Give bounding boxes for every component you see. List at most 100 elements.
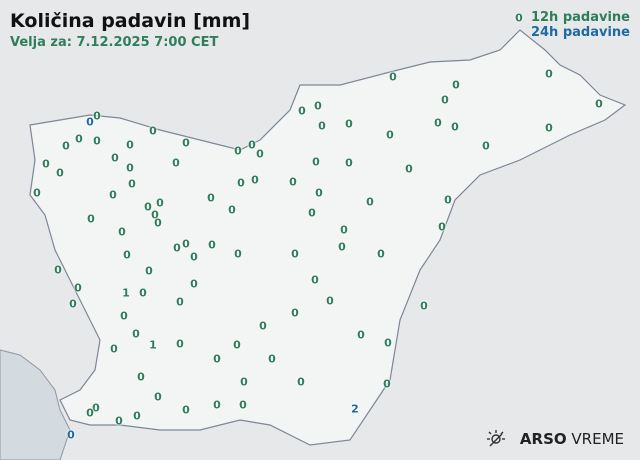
station-value-24h: 2 (351, 402, 359, 416)
station-value-12h: 0 (233, 338, 241, 352)
station-value-12h: 0 (86, 406, 94, 420)
station-value-12h: 0 (482, 139, 490, 153)
map-title: Količina padavin [mm] (10, 10, 251, 32)
station-value-12h: 0 (145, 264, 153, 278)
legend: 12h padavine 24h padavine (531, 10, 630, 40)
station-value-12h: 0 (109, 188, 117, 202)
station-value-12h: 0 (248, 138, 256, 152)
station-value-12h: 0 (318, 119, 326, 133)
station-value-12h: 0 (384, 336, 392, 350)
station-value-12h: 0 (420, 299, 428, 313)
arso-logo: ARSO VREME (486, 430, 624, 448)
station-value-12h: 0 (126, 138, 134, 152)
station-value-12h: 0 (234, 144, 242, 158)
sea (0, 349, 71, 460)
legend-12h: 12h padavine (530, 10, 630, 25)
station-value-12h: 0 (118, 225, 126, 239)
station-value-12h: 0 (251, 173, 259, 187)
logo-product: VREME (571, 430, 624, 448)
station-value-12h: 0 (173, 241, 181, 255)
station-value-12h: 0 (190, 250, 198, 264)
station-value-12h: 0 (386, 128, 394, 142)
station-value-12h: 0 (133, 409, 141, 423)
slovenia-border (29, 29, 627, 446)
station-value-12h: 0 (259, 319, 267, 333)
station-value-12h: 0 (545, 67, 553, 81)
station-value-12h: 0 (69, 297, 77, 311)
station-value-12h: 0 (182, 136, 190, 150)
station-value-12h: 0 (234, 247, 242, 261)
station-value-12h: 0 (515, 11, 523, 25)
legend-24h: 24h padavine (530, 25, 630, 40)
station-value-12h: 0 (132, 327, 140, 341)
station-value-12h: 0 (315, 186, 323, 200)
logo-brand: ARSO (519, 430, 567, 448)
station-value-12h: 0 (123, 248, 131, 262)
station-value-12h: 0 (451, 120, 459, 134)
station-value-12h: 0 (345, 117, 353, 131)
station-value-12h: 0 (154, 390, 162, 404)
station-value-12h: 0 (42, 157, 50, 171)
station-value-12h: 0 (54, 263, 62, 277)
station-value-12h: 0 (291, 306, 299, 320)
station-value-12h: 0 (190, 277, 198, 291)
station-value-12h: 0 (151, 208, 159, 222)
station-value-12h: 0 (128, 177, 136, 191)
station-value-12h: 0 (438, 220, 446, 234)
station-value-12h: 0 (405, 162, 413, 176)
station-value-12h: 0 (74, 281, 82, 295)
station-value-12h: 0 (228, 203, 236, 217)
station-value-12h: 0 (312, 155, 320, 169)
station-value-12h: 0 (389, 70, 397, 84)
station-value-12h: 0 (182, 403, 190, 417)
station-value-12h: 0 (383, 377, 391, 391)
station-value-12h: 0 (357, 328, 365, 342)
station-value-12h: 0 (291, 247, 299, 261)
station-value-12h: 0 (120, 309, 128, 323)
station-value-12h: 0 (595, 97, 603, 111)
station-value-12h: 0 (176, 295, 184, 309)
station-value-12h: 0 (207, 191, 215, 205)
station-value-12h: 0 (75, 132, 83, 146)
station-value-12h: 0 (93, 109, 101, 123)
station-value-12h: 0 (237, 176, 245, 190)
station-value-12h: 0 (176, 337, 184, 351)
station-value-12h: 0 (137, 370, 145, 384)
station-value-12h: 0 (377, 247, 385, 261)
station-value-12h: 0 (56, 166, 64, 180)
station-value-12h: 0 (340, 223, 348, 237)
station-value-12h: 0 (33, 186, 41, 200)
station-value-12h: 0 (144, 200, 152, 214)
station-value-12h: 0 (441, 93, 449, 107)
station-value-12h: 0 (62, 139, 70, 153)
station-value-12h: 1 (149, 338, 157, 352)
station-value-12h: 0 (444, 193, 452, 207)
station-value-12h: 0 (182, 237, 190, 251)
station-value-12h: 0 (239, 398, 247, 412)
valid-time: Velja za: 7.12.2025 7:00 CET (10, 35, 219, 50)
station-value-12h: 0 (172, 156, 180, 170)
station-value-12h: 0 (311, 273, 319, 287)
station-value-12h: 0 (366, 195, 374, 209)
station-value-12h: 0 (213, 352, 221, 366)
station-value-12h: 0 (338, 240, 346, 254)
station-value-12h: 0 (213, 398, 221, 412)
station-value-12h: 0 (308, 206, 316, 220)
station-value-12h: 0 (434, 116, 442, 130)
station-value-12h: 0 (93, 134, 101, 148)
station-value-12h: 0 (297, 375, 305, 389)
station-value-12h: 1 (122, 286, 130, 300)
station-value-12h: 0 (92, 401, 100, 415)
station-value-12h: 0 (545, 121, 553, 135)
station-value-12h: 0 (126, 161, 134, 175)
sun-weather-icon (486, 430, 505, 447)
station-value-12h: 0 (298, 104, 306, 118)
station-value-12h: 0 (452, 78, 460, 92)
station-value-12h: 0 (156, 196, 164, 210)
station-value-12h: 0 (345, 156, 353, 170)
station-value-12h: 0 (154, 216, 162, 230)
station-value-12h: 0 (139, 286, 147, 300)
station-value-24h: 0 (86, 115, 94, 129)
station-value-12h: 0 (326, 294, 334, 308)
